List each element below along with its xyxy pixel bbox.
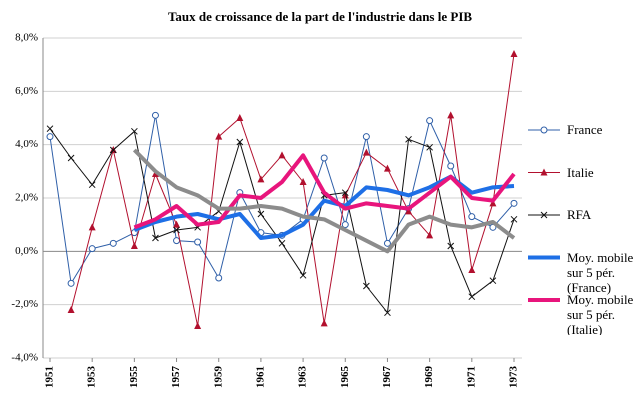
- point: [236, 138, 244, 146]
- point: [299, 178, 307, 185]
- point: [468, 266, 476, 273]
- point: [46, 133, 54, 141]
- series-line: [132, 148, 516, 254]
- point: [67, 154, 75, 162]
- point: [510, 215, 518, 223]
- point: [426, 117, 434, 125]
- legend-key: [528, 168, 560, 176]
- point: [405, 135, 412, 143]
- point: [151, 111, 159, 119]
- point: [215, 132, 223, 140]
- point: [383, 239, 391, 247]
- point: [426, 143, 433, 151]
- legend-marker: [540, 168, 548, 176]
- point: [88, 223, 96, 231]
- point: [383, 164, 391, 172]
- legend-key: [528, 211, 560, 219]
- point: [173, 237, 181, 245]
- x-tick-label: 1967: [381, 366, 393, 389]
- x-tick-label: 1963: [297, 366, 309, 389]
- point: [152, 234, 159, 242]
- point: [447, 162, 455, 170]
- point: [341, 189, 349, 197]
- legend-label: Moy. mobile sur 5 pér. (Italie): [567, 292, 634, 335]
- x-tick-label: 1971: [465, 366, 477, 388]
- point: [278, 239, 286, 247]
- point: [405, 207, 413, 215]
- x-tick-label: 1953: [86, 366, 98, 389]
- series-line: [70, 53, 515, 327]
- legend-label: France: [567, 122, 603, 137]
- point: [362, 148, 370, 156]
- point: [130, 242, 138, 249]
- x-tick-label: 1965: [339, 366, 351, 389]
- point: [46, 125, 54, 133]
- point: [88, 245, 96, 253]
- y-tick-label: -4,0%: [11, 352, 38, 364]
- legend-marker: [540, 126, 548, 134]
- point: [299, 271, 307, 279]
- point: [88, 181, 96, 189]
- legend-label: RFA: [567, 207, 592, 222]
- point: [173, 226, 180, 234]
- x-tick-label: 1961: [254, 366, 266, 388]
- point: [468, 213, 476, 221]
- series-line: [133, 153, 516, 230]
- y-tick-label: 2,0%: [15, 192, 38, 204]
- y-tick-label: 4,0%: [15, 138, 38, 150]
- x-tick-label: 1969: [423, 366, 435, 389]
- point: [131, 127, 138, 135]
- x-tick-label: 1959: [212, 366, 224, 389]
- point: [489, 277, 497, 285]
- point: [194, 322, 202, 329]
- point: [194, 238, 202, 246]
- point: [447, 111, 455, 119]
- point: [362, 133, 370, 141]
- point: [109, 239, 117, 247]
- x-tick-label: 1951: [44, 366, 56, 388]
- point: [67, 279, 75, 287]
- point: [489, 199, 497, 207]
- point: [173, 220, 181, 228]
- legend-label: Italie: [567, 164, 594, 180]
- point: [426, 231, 434, 239]
- x-tick-label: 1957: [170, 366, 182, 389]
- point: [447, 242, 455, 250]
- point: [278, 151, 286, 159]
- y-tick-label: 0,0%: [15, 245, 38, 257]
- point: [67, 306, 75, 313]
- x-tick-label: 1973: [508, 366, 520, 389]
- point: [215, 274, 223, 282]
- point: [510, 50, 518, 57]
- point: [363, 282, 370, 290]
- point: [257, 210, 265, 218]
- y-tick-label: 8,0%: [15, 32, 38, 44]
- legend-label: Moy. mobile sur 5 pér. (France): [567, 249, 634, 295]
- point: [384, 309, 391, 317]
- point: [109, 146, 117, 154]
- chart-title: Taux de croissance de la part de l'indus…: [168, 9, 472, 24]
- x-tick-label: 1955: [128, 366, 140, 389]
- point: [341, 221, 349, 229]
- legend-marker: [540, 211, 548, 219]
- y-tick-label: 6,0%: [15, 85, 38, 97]
- point: [320, 154, 328, 162]
- point: [510, 199, 518, 207]
- point: [236, 114, 244, 121]
- point: [257, 175, 265, 183]
- series-line: [49, 114, 515, 284]
- legend-key: [528, 126, 560, 134]
- point: [468, 293, 476, 301]
- point: [320, 319, 328, 327]
- y-tick-label: -2,0%: [11, 298, 38, 310]
